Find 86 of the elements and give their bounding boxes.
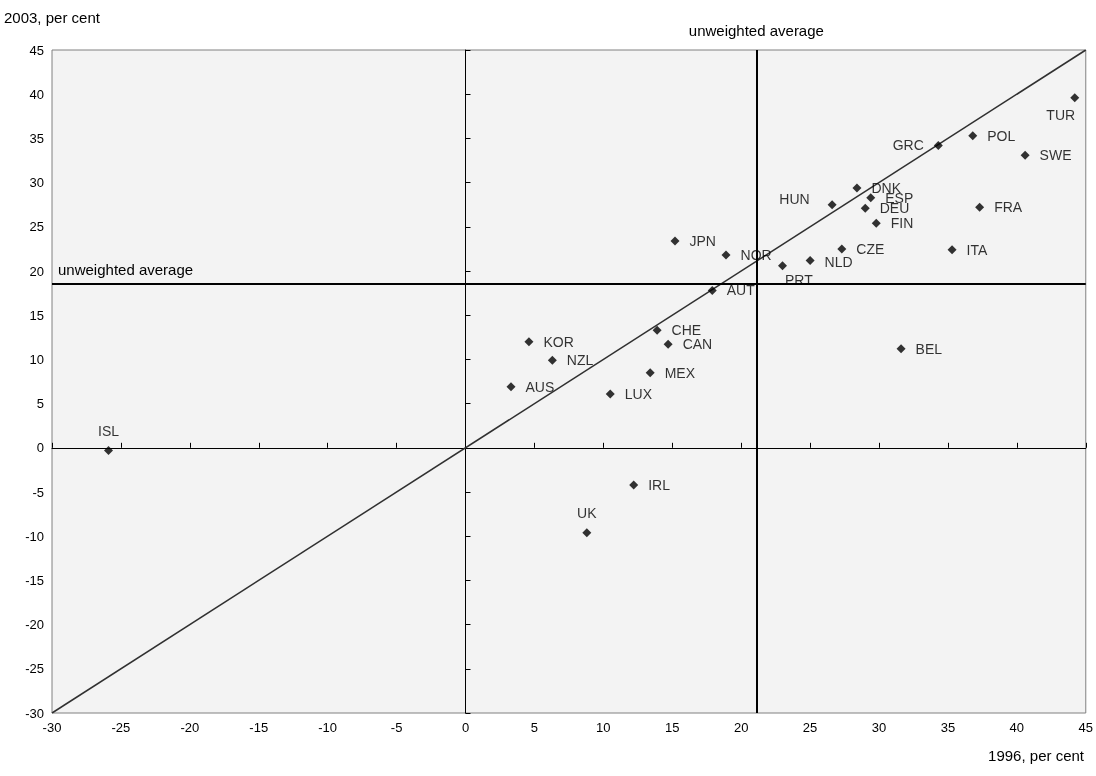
point [871, 218, 881, 228]
point [524, 337, 534, 347]
point [947, 245, 957, 255]
annotation: CZE [856, 240, 885, 257]
y-tick-label: -15 [25, 572, 44, 588]
annotation: FRA [994, 199, 1023, 216]
ref-line-label: unweighted average [58, 261, 194, 279]
annotation: ITA [966, 241, 988, 258]
point [670, 236, 680, 246]
y-tick-label: -30 [25, 705, 44, 721]
point [547, 355, 557, 365]
point [652, 325, 662, 335]
point [852, 183, 862, 193]
point [663, 339, 673, 349]
annotation: MEX [664, 364, 696, 381]
annotation: TUR [1046, 107, 1076, 124]
x-tick-label: -20 [180, 720, 200, 735]
y-tick-label: 10 [29, 351, 44, 367]
annotation: ISL [98, 422, 120, 439]
point [721, 250, 731, 260]
y-tick-label: 35 [29, 130, 44, 146]
point [933, 140, 943, 150]
x-tick-label: 20 [733, 720, 749, 735]
annotation: GRC [892, 137, 924, 154]
point [645, 368, 655, 378]
y-tick-label: -20 [25, 617, 44, 633]
point [506, 382, 516, 392]
y-tick-label: -25 [25, 661, 44, 677]
y-tick-label: 0 [36, 440, 44, 456]
ref-line-label: unweighted average [688, 22, 824, 39]
x-tick-label: 40 [1009, 720, 1025, 735]
x-tick-label: 0 [461, 720, 470, 735]
point [1070, 93, 1080, 103]
point [837, 244, 847, 254]
annotation: HUN [779, 190, 810, 207]
y-tick-label: 45 [29, 42, 44, 58]
y-tick-label: 20 [29, 263, 44, 279]
point [827, 200, 837, 210]
x-tick-label: -25 [111, 720, 131, 735]
annotation: UK [577, 505, 598, 522]
x-tick-label: 10 [596, 720, 611, 735]
x-tick-label: -15 [249, 720, 269, 735]
point [778, 261, 788, 271]
annotation: JPN [689, 232, 716, 249]
annotation: AUS [525, 378, 555, 395]
point [968, 131, 978, 141]
point [805, 255, 815, 265]
point [860, 203, 870, 213]
x-tick-label: 15 [665, 720, 680, 735]
annotation: NZL [566, 352, 594, 369]
annotation: SWE [1039, 147, 1072, 164]
point [629, 480, 639, 490]
point [896, 344, 906, 354]
annotation: POL [987, 127, 1016, 144]
point [975, 202, 985, 212]
point [104, 445, 114, 455]
x-tick-label: 25 [802, 720, 818, 735]
y-tick-label: 30 [29, 175, 44, 191]
annotation: LUX [624, 385, 653, 402]
point [582, 528, 592, 538]
point [707, 285, 717, 295]
x-tick-label: 35 [940, 720, 956, 735]
annotation: BEL [915, 340, 943, 357]
annotation: AUT [726, 282, 756, 299]
annotation: IRL [648, 476, 671, 493]
x-tick-label: 5 [530, 720, 539, 735]
annotation: KOR [543, 333, 574, 350]
x-axis-title: 1996, per cent [988, 747, 1085, 764]
annotation: CHE [671, 322, 702, 339]
annotation: NLD [824, 254, 853, 271]
y-tick-label: -10 [25, 528, 44, 544]
x-tick-label: -10 [318, 720, 338, 735]
y-tick-label: 40 [29, 86, 44, 102]
point [605, 389, 615, 399]
x-tick-label: 45 [1078, 720, 1093, 735]
x-tick-label: 30 [871, 720, 887, 735]
annotation: FIN [890, 215, 914, 232]
y-tick-label: 25 [29, 219, 44, 235]
y-tick-label: 15 [29, 307, 44, 323]
y-axis-title: 2003, per cent [4, 9, 101, 26]
y-tick-label: -5 [32, 484, 44, 500]
point [866, 193, 876, 203]
point [1020, 150, 1030, 160]
y-tick-label: 5 [36, 396, 44, 412]
annotation: CAN [682, 336, 713, 353]
x-tick-label: -5 [390, 720, 403, 735]
